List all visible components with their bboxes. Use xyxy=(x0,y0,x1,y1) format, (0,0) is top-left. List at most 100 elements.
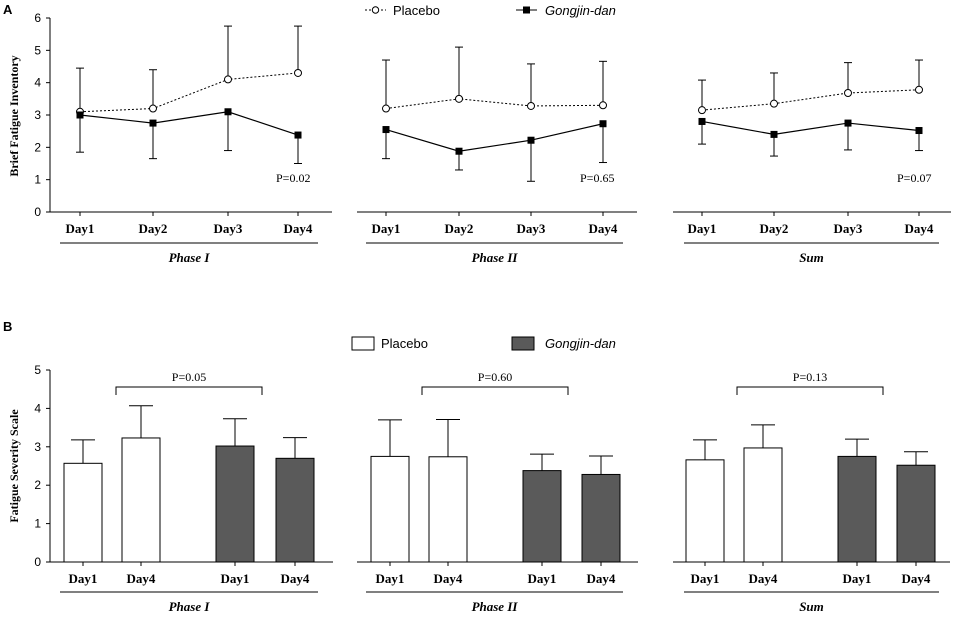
placebo-bar-day4 xyxy=(743,447,783,563)
panel-b-group-label: Phase II xyxy=(472,599,519,614)
panel-b-x-tick-label: Day1 xyxy=(528,571,557,586)
panel-a-y-tick-label: 2 xyxy=(34,140,41,154)
gongjin-point xyxy=(844,119,852,127)
gongjin-bar-day1 xyxy=(215,445,255,563)
panel-b-x-tick-label: Day4 xyxy=(127,571,156,586)
placebo-bar-day1 xyxy=(63,462,103,563)
panel-a-x-tick-label: Day2 xyxy=(760,221,789,236)
gongjin-bar-day4 xyxy=(275,457,315,563)
panel-b-y-tick-label: 3 xyxy=(34,440,41,454)
placebo-bar-day4 xyxy=(428,456,468,563)
panel-b-p-value: P=0.05 xyxy=(172,370,206,384)
panel-a-x-tick-label: Day4 xyxy=(905,221,934,236)
placebo-series-line xyxy=(79,72,299,113)
panel-a-x-tick-label: Day2 xyxy=(139,221,168,236)
panel-a-y-tick-label: 0 xyxy=(34,205,41,219)
gongjin-bar-day1 xyxy=(837,455,877,563)
placebo-point xyxy=(294,68,302,77)
placebo-bar-day1 xyxy=(370,455,410,563)
panel-a-y-axis: 0 1 2 3 4 5 6 xyxy=(34,11,51,219)
legend-b-placebo-label: Placebo xyxy=(381,336,428,351)
legend-b-placebo-swatch xyxy=(351,336,375,351)
panel-a-y-tick-label: 4 xyxy=(34,76,41,90)
legend-a: Placebo Gongjin-dan xyxy=(365,3,616,18)
placebo-point xyxy=(915,85,923,94)
panel-a-x-tick-label: Day3 xyxy=(214,221,243,236)
panel-a-p-value: P=0.02 xyxy=(276,171,310,185)
panel-b-group-label: Phase I xyxy=(169,599,211,614)
panel-b-p-value: P=0.13 xyxy=(793,370,827,384)
placebo-point xyxy=(455,94,463,103)
panel-a-plot: Day1 Day2 Day3 Day4 Phase I P=0.02 Day1 Day2 Day… xyxy=(50,25,951,265)
panel-b-x-tick-label: Day1 xyxy=(69,571,98,586)
panel-a-group-label: Sum xyxy=(799,250,824,265)
gongjin-point xyxy=(149,119,157,127)
panel-a-x-tick-label: Day1 xyxy=(66,221,95,236)
panel-b-x-tick-label: Day1 xyxy=(843,571,872,586)
panel-a-x-tick-label: Day4 xyxy=(284,221,313,236)
gongjin-series-line xyxy=(701,120,920,136)
panel-a-x-tick-label: Day2 xyxy=(445,221,474,236)
legend-a-placebo-label: Placebo xyxy=(393,3,440,18)
panel-b-x-tick-label: Day1 xyxy=(691,571,720,586)
panel-b-x-tick-label: Day4 xyxy=(434,571,463,586)
panel-b-y-tick-label: 0 xyxy=(34,555,41,569)
legend-b: Placebo Gongjin-dan xyxy=(351,336,616,351)
legend-a-placebo-marker xyxy=(371,6,380,14)
gongjin-point xyxy=(455,147,463,155)
gongjin-point xyxy=(770,130,778,138)
panel-a-x-tick-label: Day4 xyxy=(589,221,618,236)
placebo-point xyxy=(770,99,778,108)
placebo-point xyxy=(382,104,390,113)
gongjin-point xyxy=(698,117,706,125)
legend-b-gongjin-swatch xyxy=(511,336,535,351)
panel-a-x-tick-label: Day1 xyxy=(688,221,717,236)
placebo-point xyxy=(224,75,232,84)
panel-b-x-tick-label: Day1 xyxy=(221,571,250,586)
panel-a-group-label: Phase II xyxy=(472,250,519,265)
panel-b-x-tick-label: Day4 xyxy=(749,571,778,586)
gongjin-point xyxy=(224,108,232,116)
panel-b-comparison-bracket xyxy=(115,386,263,395)
panel-a-x-tick-label: Day3 xyxy=(517,221,546,236)
gongjin-point xyxy=(76,111,84,119)
gongjin-point xyxy=(527,136,535,144)
placebo-point xyxy=(844,89,852,98)
panel-b-x-tick-label: Day4 xyxy=(587,571,616,586)
panel-b-y-axis: 0 1 2 3 4 5 xyxy=(34,363,51,569)
gongjin-bar-day4 xyxy=(581,473,621,563)
legend-a-gongjin-label: Gongjin-dan xyxy=(545,3,616,18)
panel-b-group-label: Sum xyxy=(799,599,824,614)
gongjin-point xyxy=(294,131,302,139)
panel-a-y-tick-label: 6 xyxy=(34,11,41,25)
panel-b-x-tick-label: Day1 xyxy=(376,571,405,586)
gongjin-point xyxy=(382,126,390,134)
panel-a-letter: A xyxy=(3,2,13,17)
panel-a-p-value: P=0.65 xyxy=(580,171,614,185)
panel-b-p-value: P=0.60 xyxy=(478,370,512,384)
placebo-bar-day4 xyxy=(121,437,161,563)
gongjin-bar-day1 xyxy=(522,470,562,563)
panel-b-comparison-bracket xyxy=(736,386,884,395)
placebo-point xyxy=(599,101,607,110)
placebo-bar-day1 xyxy=(685,459,725,563)
panel-b-y-tick-label: 1 xyxy=(34,517,41,531)
panel-b-x-tick-label: Day4 xyxy=(281,571,310,586)
panel-b-comparison-bracket xyxy=(421,386,569,395)
legend-b-gongjin-label: Gongjin-dan xyxy=(545,336,616,351)
panel-b-letter: B xyxy=(3,319,12,334)
panel-a-x-tick-label: Day1 xyxy=(372,221,401,236)
panel-a-p-value: P=0.07 xyxy=(897,171,931,185)
gongjin-point xyxy=(599,120,607,128)
placebo-series-line xyxy=(385,98,604,110)
panel-a-x-tick-label: Day3 xyxy=(834,221,863,236)
panel-a-y-tick-label: 3 xyxy=(34,108,41,122)
panel-b-x-tick-label: Day4 xyxy=(902,571,931,586)
panel-b-y-tick-label: 2 xyxy=(34,478,41,492)
panel-a-ylabel: Brief Fatigue Inventory xyxy=(7,55,21,176)
placebo-point xyxy=(698,106,706,115)
placebo-point xyxy=(527,101,535,110)
panel-a-y-tick-label: 5 xyxy=(34,43,41,57)
panel-b-y-tick-label: 4 xyxy=(34,401,41,415)
